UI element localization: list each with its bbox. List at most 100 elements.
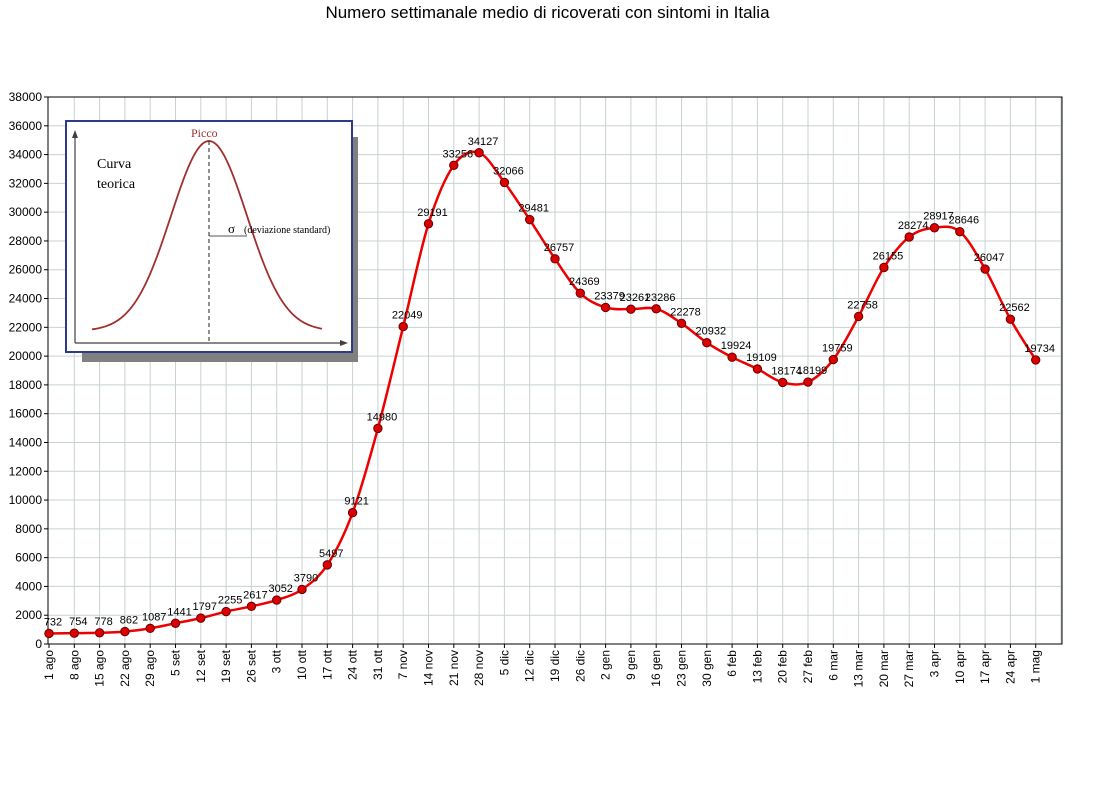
data-point [778,377,788,388]
x-tick-label: 8 ago [67,650,81,680]
data-label: 1087 [142,611,166,623]
data-label: 28917 [923,211,954,223]
data-points [44,148,1041,639]
x-tick-label: 1 ago [42,650,56,680]
data-point [702,337,712,348]
x-tick-label: 26 dic [573,650,587,682]
y-tick-label: 4000 [15,579,42,593]
x-tick-label: 21 nov [447,650,461,686]
x-tick-label: 13 feb [750,650,764,684]
data-point [1005,314,1016,324]
y-tick-label: 6000 [15,551,42,565]
y-tick-label: 18000 [9,378,43,392]
x-tick-label: 7 nov [396,650,410,679]
inset-label-curva: Curva [97,157,132,172]
data-point [398,321,408,332]
x-tick-label: 6 feb [725,650,739,677]
x-tick-label: 16 gen [649,650,663,687]
y-tick-label: 2000 [15,608,42,622]
data-label: 19924 [721,340,752,352]
x-tick-label: 15 ago [93,650,107,687]
data-label: 33256 [443,148,474,160]
data-point [272,595,282,605]
data-point [676,318,687,329]
data-label: 23286 [645,292,676,304]
data-label: 14980 [367,411,398,423]
data-label: 22278 [670,306,701,318]
x-tick-label: 30 gen [700,650,714,687]
data-label: 28646 [949,215,980,227]
x-tick-label: 12 set [194,649,208,682]
x-tick-label: 27 feb [801,650,815,684]
x-tick-label: 17 apr [978,650,992,684]
data-point [297,584,307,595]
data-label: 1797 [193,601,217,613]
y-tick-label: 38000 [9,90,43,104]
inset-sigma-symbol: σ [228,221,235,236]
data-point [955,226,965,237]
x-tick-label: 19 dic [548,650,562,682]
inset-sigma-label: (deviazione standard) [244,225,330,236]
data-point [980,264,990,274]
data-point [904,232,914,242]
data-point [322,560,332,570]
data-label: 26757 [544,242,575,254]
inset-label-teorica: teorica [97,177,136,192]
data-label: 28274 [898,220,929,232]
data-label: 22758 [847,299,878,311]
data-label: 5497 [319,548,343,560]
data-label: 18174 [771,365,802,377]
data-point [449,160,459,170]
y-tick-label: 22000 [9,320,43,334]
x-tick-label: 20 mar [877,650,891,687]
data-point [727,352,737,362]
chart-title: Numero settimanale medio di ricoverati c… [325,3,770,22]
data-point [651,304,661,314]
data-point [525,214,535,225]
x-tick-label: 2 gen [599,650,613,680]
data-point [373,423,383,434]
data-point [246,601,257,612]
data-point [474,148,484,158]
y-tick-label: 24000 [9,292,43,306]
y-tick-label: 34000 [9,148,43,162]
data-label: 26047 [974,252,1005,264]
x-tick-label: 17 ott [320,649,334,680]
data-point [423,219,434,229]
data-point [69,628,80,638]
data-label: 19109 [746,352,777,364]
data-point [626,304,636,314]
data-point [1031,355,1041,365]
x-tick-label: 3 ott [270,649,284,673]
data-label: 26155 [873,251,904,263]
x-tick-label: 24 ott [346,649,360,680]
x-tick-label: 19 set [219,649,233,682]
x-tick-label: 29 ago [143,650,157,687]
y-tick-label: 0 [35,637,42,651]
data-point [196,613,206,623]
x-tick-label: 13 mar [852,650,866,687]
x-tick-label: 14 nov [422,650,436,686]
data-label: 732 [44,616,62,628]
data-point [929,223,940,233]
y-tick-label: 28000 [9,234,43,248]
data-point [828,354,838,365]
y-tick-label: 16000 [9,407,43,421]
data-label: 23379 [594,290,625,302]
y-tick-label: 8000 [15,522,42,536]
data-point [752,364,763,374]
x-tick-label: 24 apr [1003,650,1017,684]
x-tick-label: 10 apr [953,650,967,684]
data-label: 9121 [344,496,368,508]
data-point [803,377,813,387]
axes: 0 2000 4000 6000 8000 10000 12000 14000 16000 180… [9,90,1063,687]
data-label: 1441 [167,606,191,618]
x-tick-label: 5 dic [497,650,511,675]
data-label: 2617 [243,589,267,601]
data-point [853,311,864,322]
data-label: 32066 [493,165,524,177]
data-point [600,302,611,313]
data-label: 34127 [468,136,499,148]
